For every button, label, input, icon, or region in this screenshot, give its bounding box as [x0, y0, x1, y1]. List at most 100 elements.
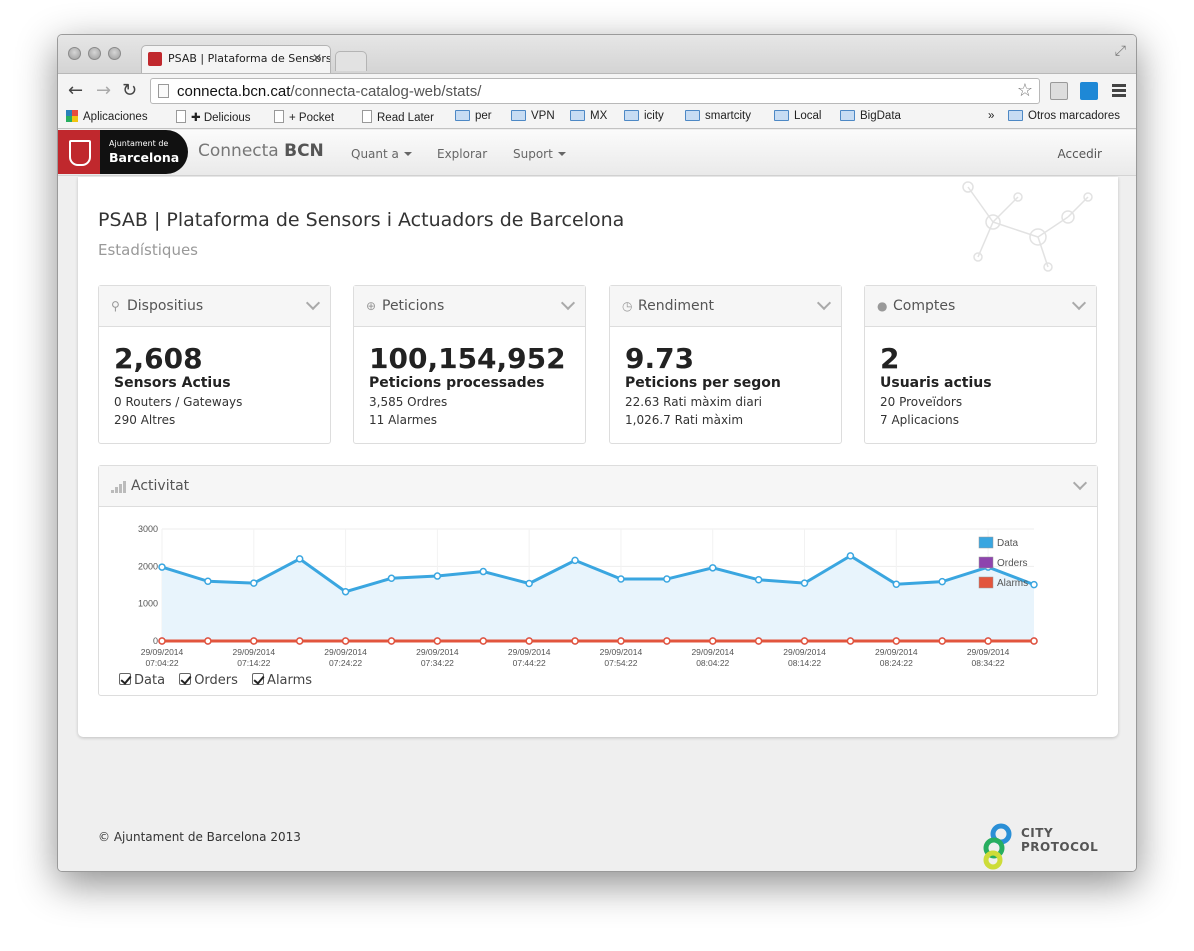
- chevron-down-icon[interactable]: [1072, 475, 1088, 491]
- bookmark-folder-per[interactable]: per: [455, 110, 492, 122]
- chevron-down-icon[interactable]: [816, 295, 832, 311]
- barcelona-shield-icon: [58, 130, 100, 174]
- bookmark-folder-vpn[interactable]: VPN: [511, 110, 555, 122]
- checkbox-checked-icon[interactable]: [179, 673, 192, 685]
- site-navbar: Ajuntament de Barcelona Connecta BCN Qua…: [58, 130, 1136, 176]
- card-value: 100,154,952: [369, 342, 566, 375]
- logo-line-1: Ajuntament de: [109, 139, 169, 148]
- x-tick-label: 29/09/2014: [600, 647, 643, 657]
- alarms-point: [387, 637, 396, 645]
- forward-icon[interactable]: →: [96, 80, 112, 101]
- bookmark-apps[interactable]: Aplicaciones: [66, 110, 148, 123]
- alarms-point: [433, 637, 442, 645]
- card-detail-2: 290 Altres: [114, 413, 176, 427]
- nav-explorar[interactable]: Explorar: [437, 147, 488, 161]
- data-point: [663, 575, 671, 583]
- y-tick-label: 3000: [138, 524, 158, 534]
- chevron-down-icon[interactable]: [560, 295, 576, 311]
- footer-copyright: © Ajuntament de Barcelona 2013: [98, 830, 301, 844]
- web-page: Ajuntament de Barcelona Connecta BCN Qua…: [58, 130, 1136, 871]
- ajuntament-logo[interactable]: Ajuntament de Barcelona: [58, 130, 188, 174]
- bookmarks-overflow[interactable]: »: [988, 110, 995, 122]
- url-host: connecta.bcn.cat: [177, 83, 291, 100]
- x-tick-label: 07:04:22: [145, 658, 178, 668]
- close-tab-icon[interactable]: ✕: [311, 51, 322, 65]
- alarms-point: [617, 637, 625, 645]
- alarms-point: [1030, 637, 1038, 645]
- toggle-alarms[interactable]: Alarms: [252, 673, 312, 688]
- favicon-icon: [148, 52, 162, 66]
- alarms-point: [708, 637, 717, 645]
- close-window-button[interactable]: [68, 47, 81, 60]
- apps-icon: [66, 110, 78, 122]
- bookmark-folder-bigdata[interactable]: BigData: [840, 110, 901, 122]
- toggle-orders[interactable]: Orders: [179, 673, 238, 688]
- bookmark-folder-mx[interactable]: MX: [570, 110, 607, 122]
- data-point: [892, 580, 901, 589]
- page-icon: [362, 110, 372, 123]
- page-title: PSAB | Plataforma de Sensors i Actuadors…: [98, 209, 625, 231]
- linkedin-extension-icon[interactable]: [1050, 82, 1068, 100]
- data-point: [479, 567, 488, 576]
- x-tick-label: 08:04:22: [696, 658, 729, 668]
- x-tick-label: 07:34:22: [421, 658, 454, 668]
- bookmark-folder-other[interactable]: Otros marcadores: [1008, 110, 1120, 122]
- new-tab-button[interactable]: [335, 51, 367, 71]
- bookmark-folder-smartcity[interactable]: smartcity: [685, 110, 751, 122]
- folder-icon: [774, 110, 789, 121]
- data-point: [295, 555, 304, 563]
- browser-window: PSAB | Plataforma de Sensors i Actuadors…: [57, 34, 1137, 872]
- city-protocol-logo[interactable]: CITY PROTOCOL: [981, 822, 1101, 871]
- bookmarks-bar: Aplicaciones ✚ Delicious + Pocket Read L…: [58, 107, 1136, 129]
- city-protocol-rings-icon: [983, 823, 1012, 870]
- nav-suport[interactable]: Suport: [513, 147, 566, 161]
- bookmark-folder-local[interactable]: Local: [774, 110, 822, 122]
- alarms-point: [892, 637, 901, 645]
- alarms-point: [479, 637, 488, 645]
- tab-bar: PSAB | Plataforma de Sensors i Actuadors…: [58, 35, 1136, 73]
- bookmark-folder-icity[interactable]: icity: [624, 110, 664, 122]
- data-point: [800, 579, 809, 587]
- card-header[interactable]: ⊕ Peticions: [354, 286, 585, 327]
- x-tick-label: 29/09/2014: [233, 647, 276, 657]
- card-detail-1: 3,585 Ordres: [369, 395, 448, 409]
- zoom-window-button[interactable]: [108, 47, 121, 60]
- bookmark-pocket[interactable]: + Pocket: [274, 110, 334, 124]
- fullscreen-icon[interactable]: ⤢: [1114, 43, 1126, 59]
- card-header[interactable]: ⚲ Dispositius: [99, 286, 330, 327]
- card-rendiment: ◷ Rendiment 9.73 Peticions per segon 22.6…: [609, 285, 842, 444]
- browser-menu-icon[interactable]: [1112, 84, 1126, 99]
- bookmark-star-icon[interactable]: ☆: [1016, 80, 1033, 100]
- nav-quant-a[interactable]: Quant a: [351, 147, 412, 161]
- y-tick-label: 1000: [138, 599, 158, 609]
- data-point: [1030, 580, 1038, 589]
- minimize-window-button[interactable]: [88, 47, 101, 60]
- site-brand[interactable]: Connecta BCN: [198, 141, 324, 161]
- address-bar[interactable]: connecta.bcn.cat/connecta-catalog-web/st…: [150, 78, 1040, 104]
- card-header[interactable]: ● Comptes: [865, 286, 1096, 327]
- back-icon[interactable]: ←: [68, 80, 84, 101]
- x-tick-label: 29/09/2014: [141, 647, 184, 657]
- toggle-data[interactable]: Data: [119, 673, 165, 688]
- folder-icon: [624, 110, 639, 121]
- bookmark-delicious[interactable]: ✚ Delicious: [176, 110, 251, 124]
- extension-icon[interactable]: [1080, 82, 1098, 100]
- card-comptes: ● Comptes 2 Usuaris actius 20 Proveïdors …: [864, 285, 1097, 444]
- reload-icon[interactable]: ↻: [122, 80, 138, 101]
- browser-tab[interactable]: PSAB | Plataforma de Sensors i Actuadors…: [141, 45, 331, 73]
- x-tick-label: 07:14:22: [237, 658, 270, 668]
- chevron-down-icon[interactable]: [1071, 295, 1087, 311]
- card-detail-2: 11 Alarmes: [369, 413, 438, 427]
- alarms-point: [663, 637, 671, 645]
- login-link[interactable]: Accedir: [1057, 147, 1102, 161]
- city-protocol-line-2: PROTOCOL: [1021, 840, 1099, 854]
- panel-header[interactable]: Activitat: [99, 466, 1097, 507]
- page-icon: [176, 110, 186, 123]
- data-point: [617, 575, 625, 583]
- checkbox-checked-icon[interactable]: [119, 673, 131, 685]
- checkbox-checked-icon[interactable]: [252, 673, 265, 685]
- chevron-down-icon[interactable]: [305, 295, 321, 311]
- card-header[interactable]: ◷ Rendiment: [610, 286, 841, 327]
- bookmark-read-later[interactable]: Read Later: [362, 110, 434, 124]
- legend-swatch: [978, 536, 994, 549]
